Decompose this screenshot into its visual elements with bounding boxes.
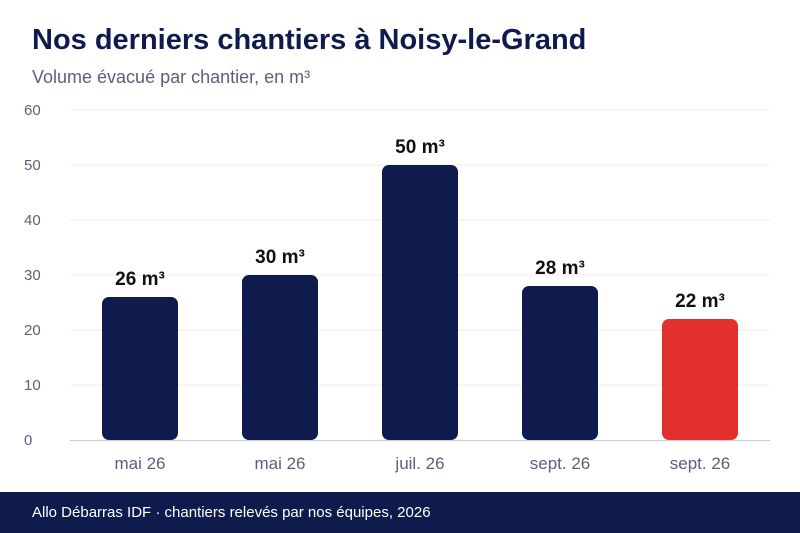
y-tick-label: 40 bbox=[24, 212, 41, 229]
y-tick-label: 20 bbox=[24, 322, 41, 339]
x-tick-label: mai 26 bbox=[114, 454, 165, 473]
x-tick-label: juil. 26 bbox=[394, 454, 444, 473]
y-tick-label: 60 bbox=[24, 102, 41, 119]
x-tick-label: sept. 26 bbox=[530, 454, 591, 473]
bar bbox=[522, 286, 598, 440]
bar bbox=[382, 165, 458, 440]
bar-value-label: 50 m³ bbox=[395, 137, 445, 158]
bar-chart: 0 10 20 30 40 50 60 26 m³ mai 26 30 m³ mai 26 50 m³… bbox=[24, 102, 770, 473]
y-tick-label: 30 bbox=[24, 267, 41, 284]
bar-highlight bbox=[662, 319, 738, 440]
y-tick-label: 0 bbox=[24, 432, 32, 449]
y-tick-label: 10 bbox=[24, 377, 41, 394]
x-tick-label: mai 26 bbox=[254, 454, 305, 473]
bar bbox=[242, 275, 318, 440]
bar bbox=[102, 297, 178, 440]
bar-value-label: 22 m³ bbox=[675, 291, 725, 312]
x-tick-label: sept. 26 bbox=[670, 454, 731, 473]
bar-value-label: 26 m³ bbox=[115, 269, 165, 290]
chart-subtitle: Volume évacué par chantier, en m³ bbox=[32, 67, 311, 87]
y-tick-label: 50 bbox=[24, 157, 41, 174]
footer-bar: Allo Débarras IDF · chantiers relevés pa… bbox=[0, 492, 800, 533]
chart-title: Nos derniers chantiers à Noisy-le-Grand bbox=[32, 24, 587, 56]
bar-value-label: 28 m³ bbox=[535, 258, 585, 279]
footer-source: Allo Débarras IDF · chantiers relevés pa… bbox=[32, 504, 431, 521]
bar-value-label: 30 m³ bbox=[255, 247, 305, 268]
